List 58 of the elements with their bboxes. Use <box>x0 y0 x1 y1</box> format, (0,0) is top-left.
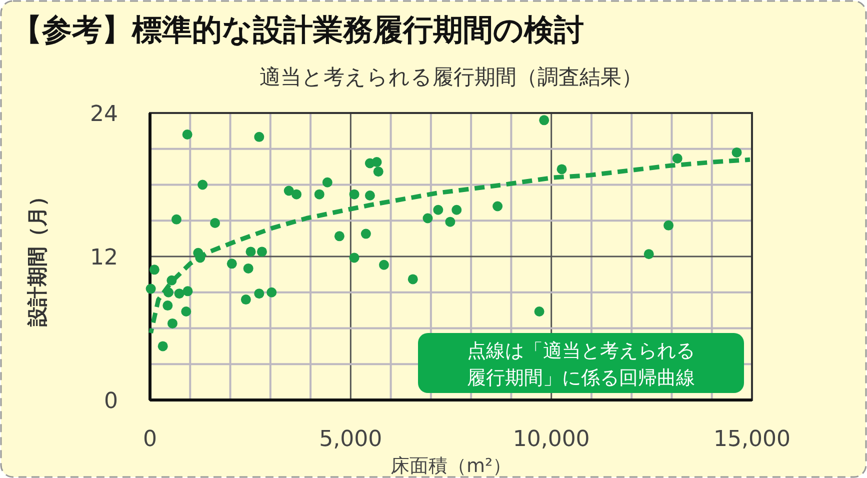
annotation: 点線は「適当と考えられる履行期間」に係る回帰曲線 <box>418 333 744 393</box>
point <box>349 252 360 263</box>
chart-title: 【参考】標準的な設計業務履行期間の検討 <box>12 13 584 48</box>
point <box>314 189 324 200</box>
x-tick-label: 10,000 <box>512 427 590 452</box>
point <box>158 341 168 352</box>
point <box>556 164 567 174</box>
point <box>226 258 237 269</box>
y-axis-title: 設計期間（月） <box>25 186 49 328</box>
point <box>246 246 256 257</box>
point <box>243 263 254 274</box>
point <box>240 294 251 305</box>
point <box>445 216 456 227</box>
point <box>372 157 382 168</box>
point <box>408 274 418 284</box>
point <box>254 132 264 142</box>
point <box>284 186 294 196</box>
point <box>334 231 344 242</box>
point <box>174 288 184 299</box>
point <box>266 287 277 298</box>
point <box>149 264 160 275</box>
point <box>181 306 192 317</box>
point <box>322 177 332 188</box>
point <box>534 306 544 317</box>
chart-subtitle: 適当と考えられる履行期間（調査結果） <box>260 65 642 89</box>
point <box>664 220 674 230</box>
point <box>349 189 360 200</box>
x-tick-label: 15,000 <box>714 427 790 452</box>
y-tick-label: 24 <box>90 102 118 127</box>
point <box>672 153 682 164</box>
y-tick-label: 12 <box>90 246 118 270</box>
point <box>167 318 178 328</box>
point <box>539 115 550 126</box>
point <box>360 228 371 239</box>
point <box>182 130 192 140</box>
point <box>433 204 444 215</box>
point <box>198 180 208 190</box>
point <box>182 286 193 296</box>
y-tick-label: 0 <box>104 389 118 414</box>
point <box>644 249 654 260</box>
point <box>146 284 156 294</box>
point <box>378 260 389 270</box>
x-axis-title: 床面積（m²） <box>390 455 512 477</box>
point <box>256 246 267 257</box>
x-tick-label: 5,000 <box>319 427 382 452</box>
point <box>171 214 182 224</box>
x-tick-label: 0 <box>143 427 157 452</box>
point <box>254 288 264 299</box>
point <box>452 204 462 215</box>
point <box>732 147 742 158</box>
point <box>492 201 503 212</box>
point <box>210 218 220 228</box>
point <box>364 190 375 201</box>
point <box>373 166 384 177</box>
point <box>422 213 433 224</box>
annotation: 点線は「適当と考えられる履行期間」に係る回帰曲線 <box>467 340 695 389</box>
point <box>291 189 302 200</box>
point <box>162 300 173 311</box>
